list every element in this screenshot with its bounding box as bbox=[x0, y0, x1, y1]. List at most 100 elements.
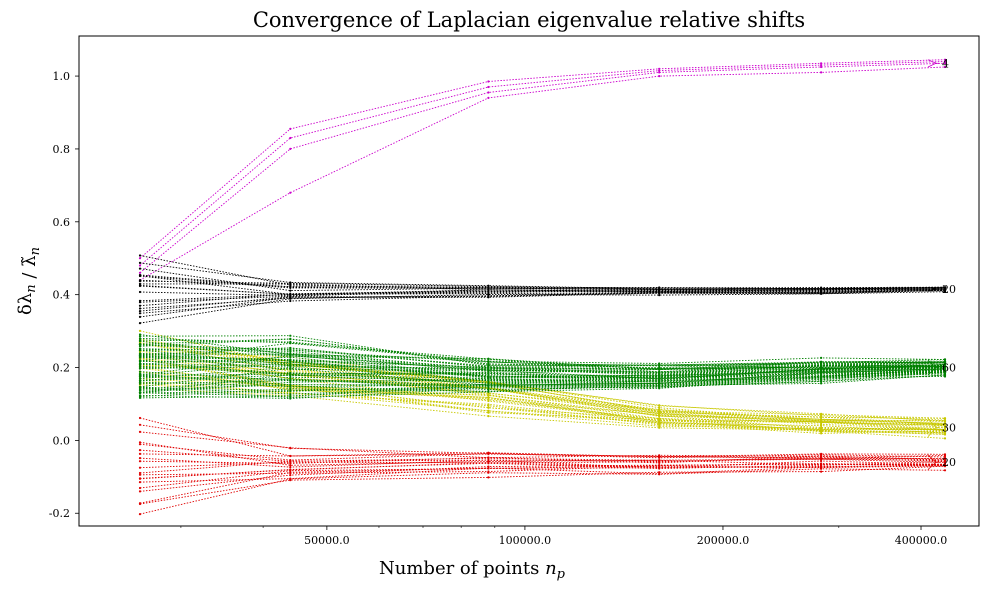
series-point-green bbox=[289, 334, 292, 337]
chart-title: Convergence of Laplacian eigenvalue rela… bbox=[253, 8, 805, 32]
group-label-magenta: 4 bbox=[942, 57, 949, 70]
series-line-black bbox=[139, 289, 946, 318]
series-line-red bbox=[139, 431, 946, 460]
series-line-red bbox=[139, 457, 946, 468]
series-point-green bbox=[487, 370, 490, 373]
series-point-magenta bbox=[289, 191, 292, 194]
series-line-green bbox=[139, 363, 946, 382]
series-point-magenta bbox=[943, 58, 947, 61]
series-line-yellow bbox=[139, 358, 946, 431]
series-point-red bbox=[289, 454, 292, 458]
series-line-green bbox=[139, 370, 946, 386]
series-point-green bbox=[820, 380, 823, 383]
series-point-green bbox=[943, 358, 947, 361]
series-point-green bbox=[487, 379, 490, 382]
series-point-green bbox=[138, 394, 142, 397]
series-point-black bbox=[138, 315, 142, 318]
y-tick-label: 0.8 bbox=[53, 143, 71, 156]
series-point-green bbox=[943, 360, 947, 363]
series-point-yellow bbox=[820, 432, 823, 435]
series-line-green bbox=[139, 344, 946, 367]
series-point-red bbox=[658, 472, 661, 475]
series-point-black bbox=[289, 284, 292, 287]
series-point-red bbox=[289, 474, 292, 477]
series-point-black bbox=[138, 261, 142, 264]
series-point-red bbox=[943, 463, 947, 466]
series-point-magenta bbox=[943, 60, 947, 63]
series-point-red bbox=[658, 455, 661, 458]
series-line-yellow bbox=[139, 343, 946, 424]
series-point-magenta bbox=[487, 91, 490, 94]
series-point-green bbox=[289, 340, 292, 344]
group-label-yellow: 30 bbox=[942, 422, 956, 435]
series-line-red bbox=[139, 463, 946, 489]
series-line-yellow bbox=[139, 378, 946, 431]
series-point-green bbox=[943, 374, 947, 377]
series-line-green bbox=[139, 374, 946, 394]
series-point-magenta bbox=[138, 257, 142, 260]
series-point-green bbox=[487, 390, 490, 393]
series-point-red bbox=[487, 451, 490, 454]
series-point-green bbox=[138, 382, 142, 385]
series-point-yellow bbox=[487, 399, 490, 403]
series-line-green bbox=[139, 347, 946, 370]
series-line-red bbox=[139, 417, 946, 458]
series-point-black bbox=[138, 282, 142, 285]
series-point-green bbox=[138, 337, 142, 340]
series-point-yellow bbox=[820, 418, 823, 421]
group-label-red: 20 bbox=[942, 456, 956, 469]
series-point-red bbox=[658, 471, 661, 474]
series-point-green bbox=[138, 353, 142, 356]
series-point-yellow bbox=[658, 423, 661, 426]
series-point-green bbox=[138, 379, 142, 382]
series-point-black bbox=[138, 310, 142, 313]
series-point-yellow bbox=[820, 428, 823, 431]
plot-frame bbox=[78, 35, 980, 527]
series-point-green bbox=[138, 362, 142, 366]
series-line-yellow bbox=[139, 381, 946, 433]
series-line-green bbox=[139, 367, 946, 388]
series-line-yellow bbox=[139, 338, 946, 422]
series-line-yellow bbox=[139, 363, 946, 426]
series-point-red bbox=[820, 463, 823, 466]
series-line-yellow bbox=[139, 371, 946, 431]
y-tick-label: -0.2 bbox=[49, 507, 70, 520]
series-point-green bbox=[658, 362, 661, 365]
series-point-magenta bbox=[658, 75, 661, 78]
series-point-green bbox=[820, 365, 823, 368]
series-point-red bbox=[820, 466, 823, 469]
series-point-magenta bbox=[138, 264, 142, 267]
series-point-red bbox=[943, 461, 947, 464]
series-point-green bbox=[487, 382, 490, 385]
series-point-green bbox=[289, 383, 292, 386]
series-line-yellow bbox=[139, 374, 946, 435]
series-point-red bbox=[138, 430, 142, 433]
series-line-red bbox=[139, 443, 946, 461]
series-line-green bbox=[139, 371, 946, 390]
series-point-yellow bbox=[487, 406, 490, 409]
group-bracket-magenta bbox=[927, 59, 937, 68]
series-point-green bbox=[138, 343, 142, 346]
series-line-green bbox=[139, 368, 946, 386]
series-line-yellow bbox=[139, 367, 946, 431]
series-point-red bbox=[138, 423, 142, 426]
series-line-magenta bbox=[139, 66, 946, 281]
series-point-red bbox=[658, 461, 661, 464]
series-point-green bbox=[820, 376, 823, 379]
series-point-red bbox=[820, 459, 823, 463]
series-point-black bbox=[138, 273, 142, 277]
y-tick-label: 0.0 bbox=[53, 434, 71, 447]
x-tick-label: 200000.0 bbox=[697, 534, 750, 547]
series-line-red bbox=[139, 462, 946, 479]
series-line-green bbox=[139, 340, 946, 370]
series-point-red bbox=[487, 465, 490, 468]
series-line-red bbox=[139, 459, 946, 474]
x-tick-label: 100000.0 bbox=[499, 534, 552, 547]
series-point-red bbox=[487, 460, 490, 463]
series-point-green bbox=[289, 337, 292, 340]
series-point-green bbox=[943, 371, 947, 374]
series-point-red bbox=[289, 447, 292, 450]
x-axis-label: Number of points np bbox=[379, 558, 566, 582]
series-point-black bbox=[138, 290, 142, 294]
series-point-green bbox=[138, 373, 142, 376]
